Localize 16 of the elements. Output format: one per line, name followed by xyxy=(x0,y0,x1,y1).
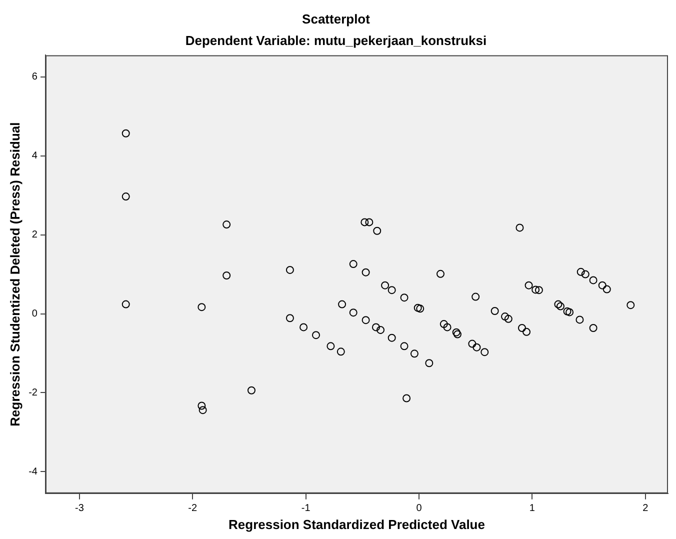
x-tick-label: -2 xyxy=(188,503,198,514)
x-tick-label: -1 xyxy=(301,503,311,514)
y-tick-label: 6 xyxy=(32,72,38,83)
x-axis-title: Regression Standardized Predicted Value xyxy=(228,516,485,532)
y-tick-label: 0 xyxy=(32,308,38,320)
x-tick-label: 1 xyxy=(529,503,536,514)
y-tick-label: 4 xyxy=(32,150,38,162)
x-tick-label: 0 xyxy=(416,503,422,514)
y-tick-label: 2 xyxy=(32,230,38,241)
x-tick-label: 2 xyxy=(642,503,649,514)
y-tick-label: -4 xyxy=(28,466,38,478)
x-tick-label: -3 xyxy=(74,503,84,514)
chart-title: Scatterplot xyxy=(302,11,371,26)
chart-subtitle: Dependent Variable: mutu_pekerjaan_konstruksi xyxy=(185,32,487,48)
y-tick-label: -2 xyxy=(28,387,38,398)
y-axis-title: Regression Studentized Deleted (Press) Residual xyxy=(7,122,22,426)
